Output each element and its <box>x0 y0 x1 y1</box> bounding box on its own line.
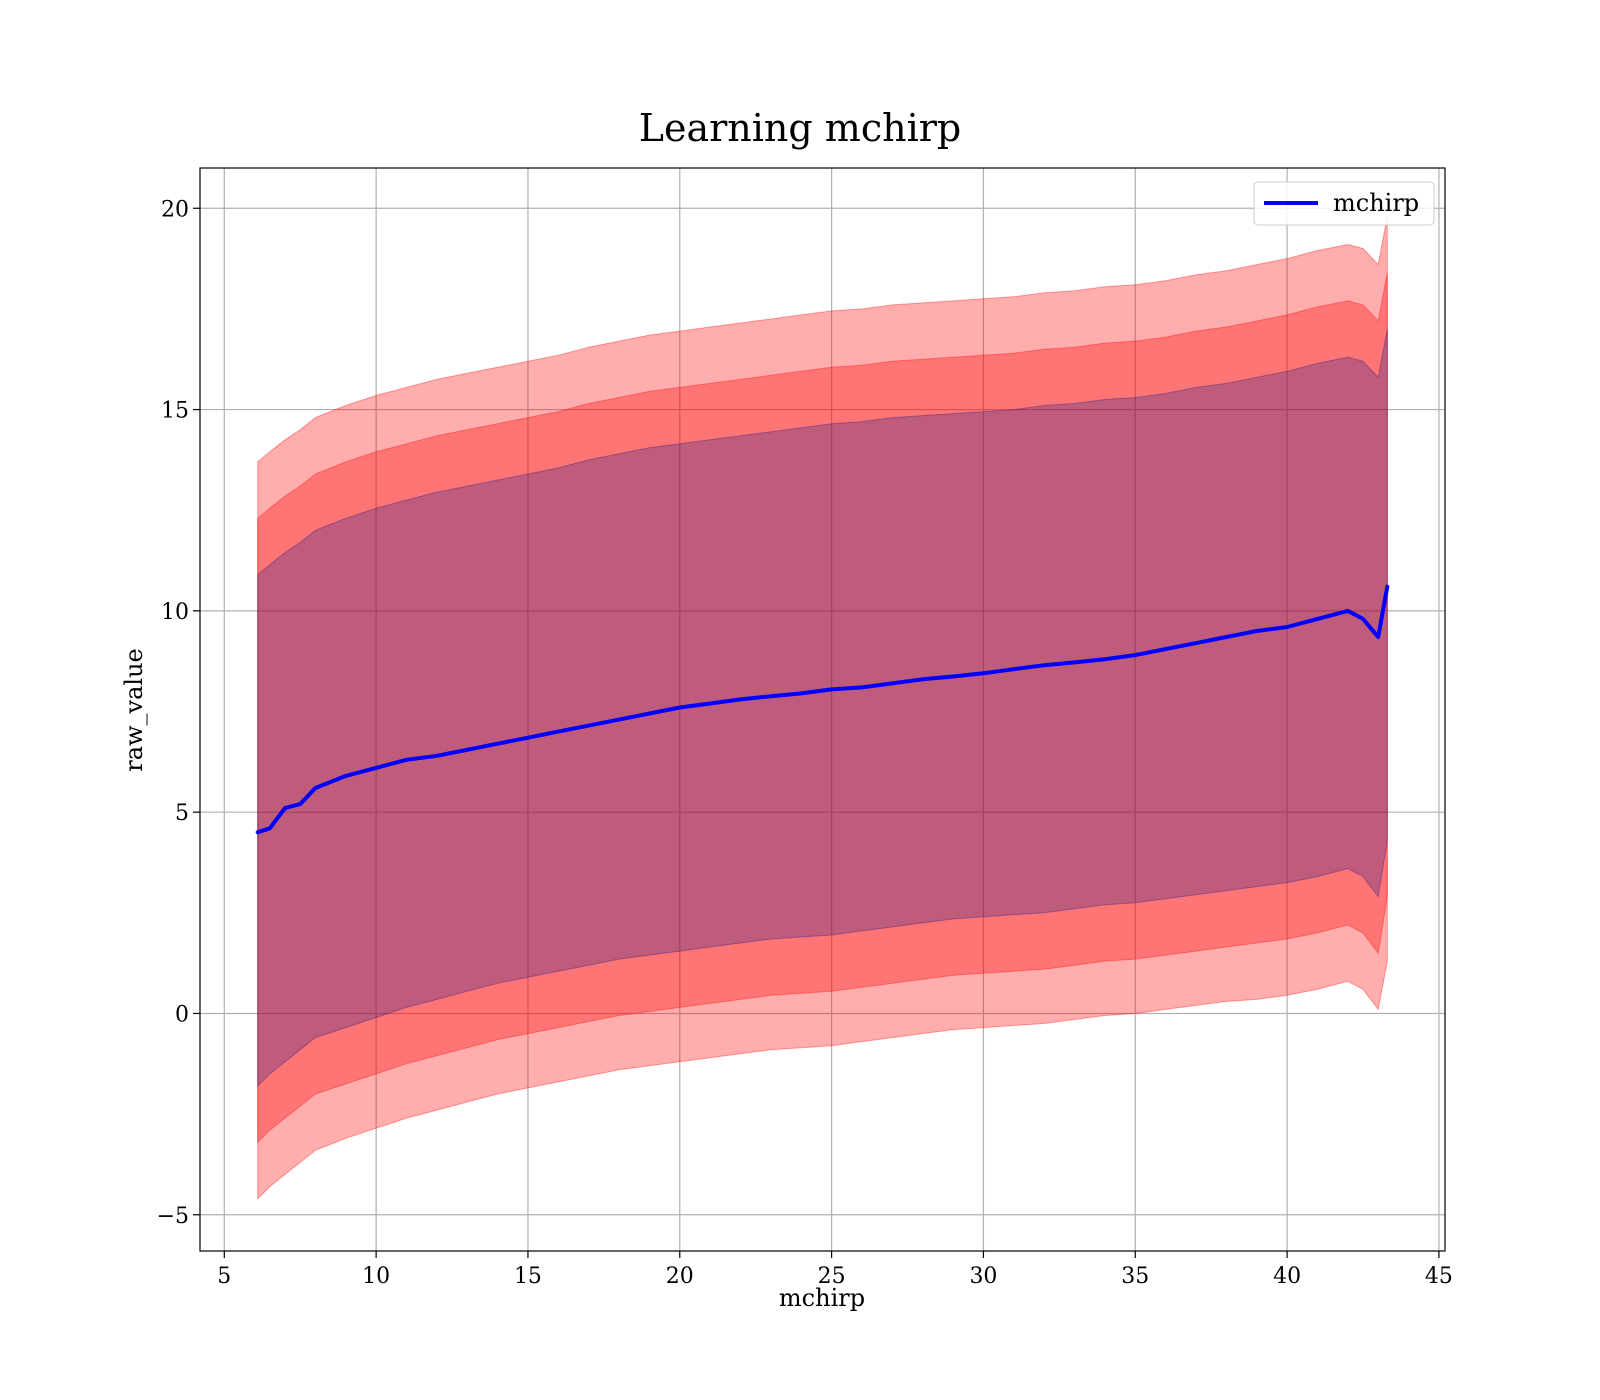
y-tick-label: 20 <box>161 197 189 222</box>
y-tick-label: 10 <box>161 600 189 625</box>
confidence-bands <box>257 216 1388 1200</box>
series-lines <box>255 584 1390 835</box>
band_inner <box>257 328 1388 1088</box>
y-tick-label: 0 <box>175 1002 189 1027</box>
x-axis-title: mchirp <box>779 1284 865 1312</box>
legend: mchirp <box>1253 181 1435 226</box>
x-tick-label: 40 <box>1273 1264 1301 1289</box>
series-line-mchirp <box>255 584 1390 835</box>
y-tick-label: 15 <box>161 399 189 424</box>
legend-label: mchirp <box>1333 189 1419 217</box>
y-axis-title: raw_value <box>120 648 148 772</box>
x-tick-label: 25 <box>818 1264 846 1289</box>
x-axis-ticks: 5 10 15 20 25 30 35 40 45 <box>217 1251 1453 1289</box>
grid <box>200 168 1445 1251</box>
x-tick-label: 30 <box>969 1264 997 1289</box>
x-tick-label: 20 <box>666 1264 694 1289</box>
x-tick-label: 45 <box>1425 1264 1453 1289</box>
y-tick-label: −5 <box>157 1204 189 1229</box>
y-tick-label: 5 <box>175 801 189 826</box>
y-axis-ticks: −5 0 5 10 15 20 <box>157 197 200 1229</box>
band_outer <box>257 216 1388 1200</box>
x-tick-label: 15 <box>514 1264 542 1289</box>
chart-title: Learning mchirp <box>639 106 961 150</box>
band_middle <box>257 272 1388 1144</box>
legend-box <box>1253 181 1435 226</box>
plot-frame <box>199 167 1446 1252</box>
x-tick-label: 10 <box>362 1264 390 1289</box>
x-tick-label: 5 <box>217 1264 231 1289</box>
x-tick-label: 35 <box>1121 1264 1149 1289</box>
